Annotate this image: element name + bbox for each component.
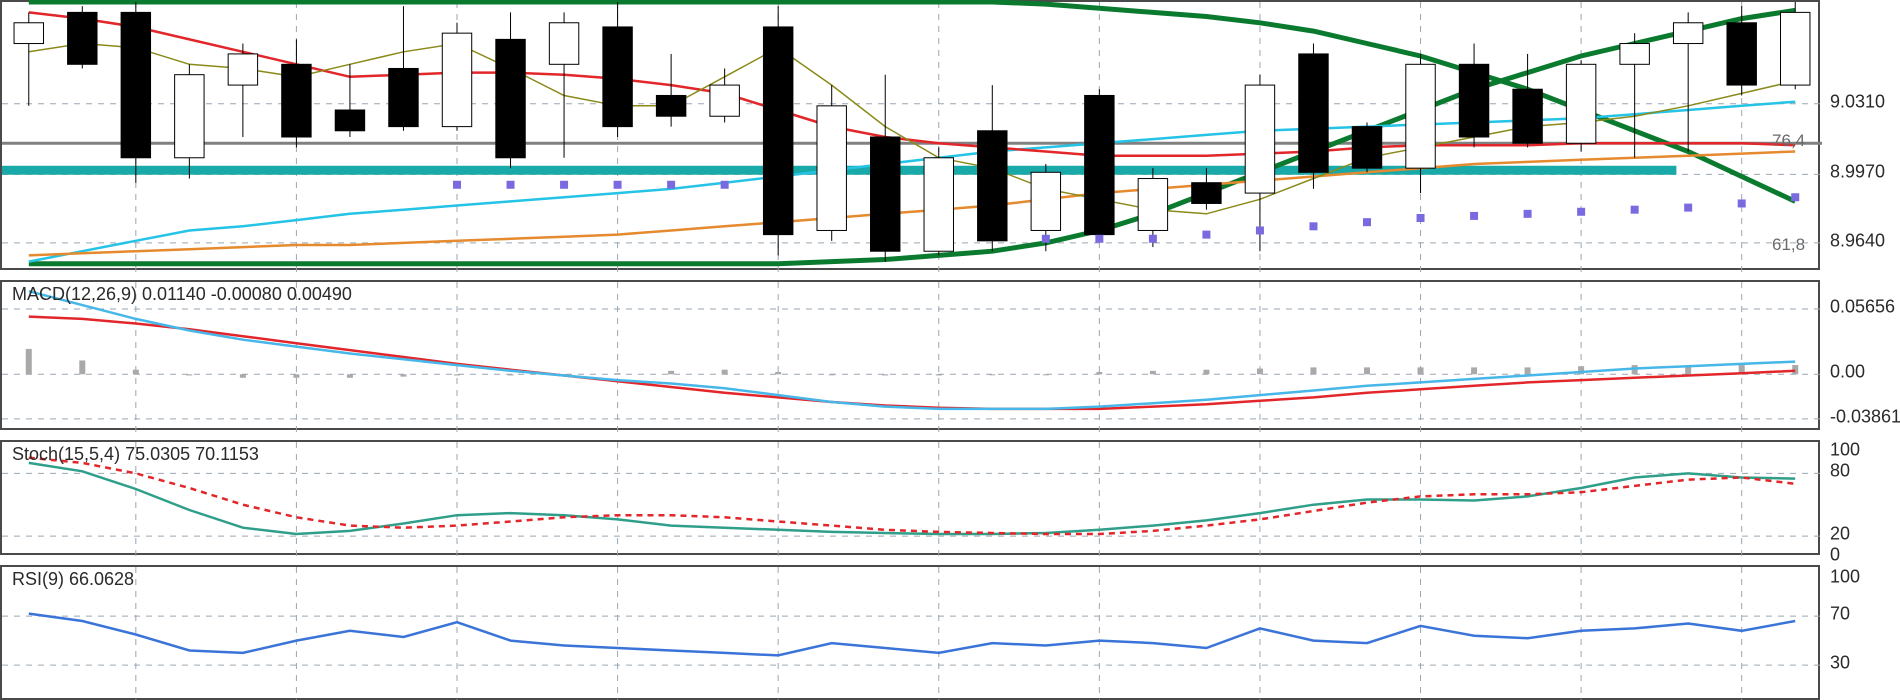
y-tick-label: 100 xyxy=(1830,567,1860,588)
y-tick-label: 8.9970 xyxy=(1830,162,1885,183)
price-chart-canvas xyxy=(2,2,1818,268)
stochastic-title: Stoch(15,5,4) 75.0305 70.1153 xyxy=(12,444,259,465)
macd-title: MACD(12,26,9) 0.01140 -0.00080 0.00490 xyxy=(12,284,352,305)
macd-panel[interactable]: MACD(12,26,9) 0.01140 -0.00080 0.00490 xyxy=(0,280,1820,430)
stochastic-panel[interactable]: Stoch(15,5,4) 75.0305 70.1153 xyxy=(0,440,1820,555)
y-tick-label: 8.9640 xyxy=(1830,230,1885,251)
y-tick-label: 20 xyxy=(1830,524,1850,545)
fib-level-76-4: 76,4 xyxy=(1772,131,1805,151)
y-tick-label: 70 xyxy=(1830,604,1850,625)
y-tick-label: 0.00 xyxy=(1830,362,1865,383)
y-tick-label: 100 xyxy=(1830,440,1860,461)
trading-chart-container: 76,4 61,8 8.9640 8.9970 9.0310 MACD(12,26,… xyxy=(0,0,1900,700)
fib-level-61-8: 61,8 xyxy=(1772,235,1805,255)
rsi-canvas xyxy=(2,567,1818,698)
rsi-panel[interactable]: RSI(9) 66.0628 xyxy=(0,565,1820,700)
y-tick-label: -0.03861 xyxy=(1830,406,1900,427)
rsi-title: RSI(9) 66.0628 xyxy=(12,569,134,590)
y-tick-label: 80 xyxy=(1830,461,1850,482)
y-tick-label: 9.0310 xyxy=(1830,91,1885,112)
stochastic-canvas xyxy=(2,442,1818,553)
y-tick-label: 0.05656 xyxy=(1830,297,1895,318)
price-chart-panel[interactable]: 76,4 61,8 xyxy=(0,0,1820,270)
y-tick-label: 0 xyxy=(1830,545,1840,566)
y-tick-label: 30 xyxy=(1830,653,1850,674)
